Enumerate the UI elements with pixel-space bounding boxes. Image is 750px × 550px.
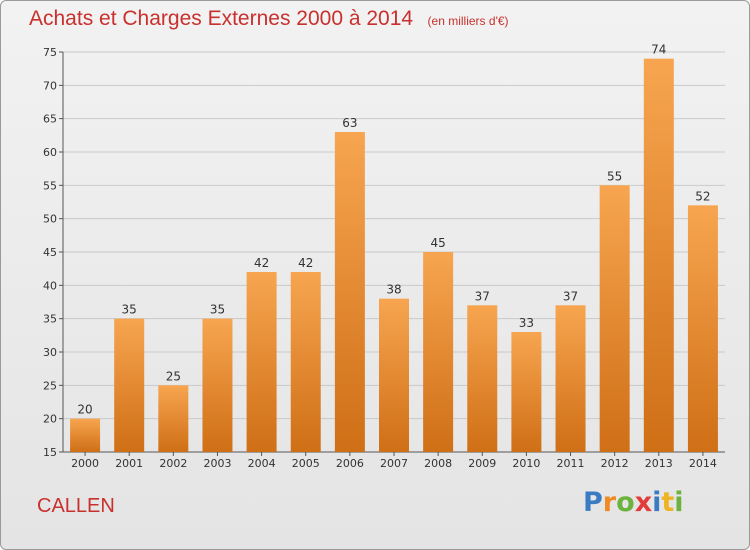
bar-value-label: 42	[254, 256, 269, 270]
bar-value-label: 20	[77, 403, 92, 417]
bar-value-label: 35	[122, 303, 137, 317]
x-tick-label: 2005	[292, 457, 320, 470]
y-tick-label: 20	[43, 413, 57, 426]
bar-value-label: 52	[695, 189, 710, 203]
bars	[70, 58, 718, 453]
x-tick-label: 2000	[71, 457, 99, 470]
bar-value-label: 63	[342, 116, 357, 130]
bar-value-label: 55	[607, 169, 622, 183]
y-tick-label: 30	[43, 346, 57, 359]
y-tick-label: 60	[43, 146, 57, 159]
y-tick-label: 25	[43, 379, 57, 392]
y-tick-label: 50	[43, 213, 57, 226]
x-tick-label: 2001	[115, 457, 143, 470]
commune-name: CALLEN	[37, 495, 115, 517]
bar-value-label: 42	[298, 256, 313, 270]
bar	[334, 132, 365, 452]
x-tick-label: 2004	[248, 457, 276, 470]
y-tick-label: 45	[43, 246, 57, 259]
logo-letter: i	[652, 487, 662, 518]
bar	[643, 58, 674, 453]
y-tick-label: 70	[43, 79, 57, 92]
bar	[246, 272, 277, 452]
chart-title-block: Achats et Charges Externes 2000 à 2014 (…	[29, 7, 509, 31]
bar	[290, 272, 321, 452]
logo-letter: P	[583, 487, 603, 518]
chart-subtitle: (en milliers d'€)	[427, 14, 509, 28]
logo-letter: o	[616, 487, 635, 518]
bar	[202, 318, 233, 452]
bar-value-label: 37	[563, 289, 578, 303]
x-tick-label: 2011	[557, 457, 585, 470]
logo-letter: i	[674, 487, 684, 518]
bar-value-label: 38	[386, 283, 401, 297]
x-tick-label: 2010	[512, 457, 540, 470]
bar	[467, 305, 498, 452]
y-tick-label: 55	[43, 179, 57, 192]
x-tick-label: 2007	[380, 457, 408, 470]
x-tick-label: 2006	[336, 457, 364, 470]
axes: 15 20 25 30 35 40 45 50 55 60 65 70 75 2000 2001 2002 20…	[43, 46, 725, 470]
bar-value-label: 25	[166, 369, 181, 383]
bar	[70, 418, 101, 452]
x-tick-label: 2014	[689, 457, 717, 470]
y-tick-label: 15	[43, 446, 57, 459]
bar	[379, 298, 409, 452]
y-tick-label: 35	[43, 313, 57, 326]
bar	[511, 332, 542, 452]
x-tick-label: 2008	[424, 457, 452, 470]
chart-title: Achats et Charges Externes 2000 à 2014	[29, 7, 414, 30]
proxiti-logo[interactable]: Proxiti	[583, 487, 684, 518]
logo-letter: x	[634, 487, 653, 518]
y-tick-label: 65	[43, 113, 57, 126]
bar	[423, 252, 454, 452]
logo-letter: r	[602, 487, 617, 518]
y-tick-label: 75	[43, 46, 57, 59]
bar-labels: 20 35 25 35 42 42 63 38 45 37 33 37 55 74 52	[77, 43, 710, 417]
bar	[158, 385, 189, 452]
bar	[114, 318, 145, 452]
bar-value-label: 74	[651, 43, 666, 57]
bar	[555, 305, 586, 452]
y-tick-label: 40	[43, 279, 57, 292]
bar	[687, 205, 718, 452]
x-tick-label: 2002	[159, 457, 187, 470]
bar-value-label: 37	[475, 289, 490, 303]
bar	[599, 185, 630, 453]
logo-letter: t	[661, 487, 675, 518]
bar-value-label: 35	[210, 303, 225, 317]
x-tick-label: 2012	[601, 457, 629, 470]
x-tick-label: 2009	[468, 457, 496, 470]
bar-value-label: 33	[519, 316, 534, 330]
x-tick-label: 2003	[203, 457, 231, 470]
bar-value-label: 45	[430, 236, 445, 250]
x-tick-label: 2013	[645, 457, 673, 470]
